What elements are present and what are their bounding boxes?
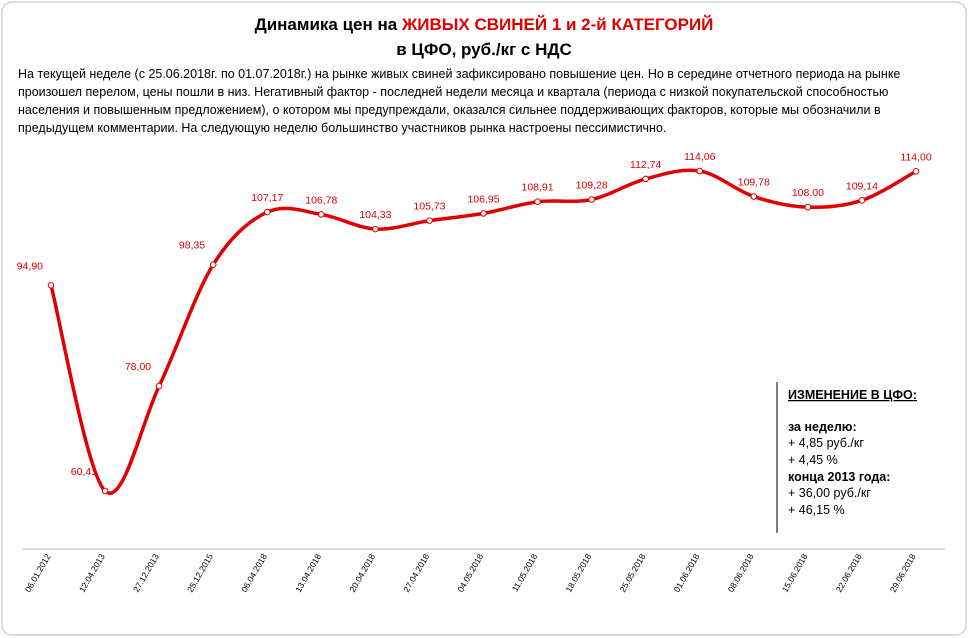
data-label: 60,41 [71,466,97,478]
x-tick-label: 01.06.2018 [672,552,702,594]
x-tick-label: 06.01.2012 [23,552,53,594]
title-lead: Динамика цен на [255,15,402,34]
data-label: 106,95 [467,193,499,205]
x-tick-label: 11.05.2018 [510,552,540,594]
title-highlight: ЖИВЫХ СВИНЕЙ 1 и 2-й КАТЕГОРИЙ [401,15,713,34]
panel-value: + 4,45 % [788,453,838,467]
data-label: 94,90 [17,260,43,272]
x-tick-label: 27.04.2018 [401,552,431,594]
x-tick-label: 27.12.2013 [131,552,161,594]
panel-value: + 4,85 руб./кг [788,436,864,450]
x-tick-label: 15.06.2018 [780,552,810,594]
x-tick-label: 08.06.2018 [726,552,756,594]
data-label: 108,91 [522,182,554,194]
point [47,281,55,289]
x-tick-label: 22.06.2018 [834,552,864,594]
data-label: 78,00 [125,361,151,373]
point [750,193,758,200]
x-tick-label: 04.05.2018 [455,552,485,594]
chart-title: Динамика цен на ЖИВЫХ СВИНЕЙ 1 и 2-й КАТ… [255,15,714,34]
data-label: 114,00 [900,151,931,163]
panel-heading: ИЗМЕНЕНИЕ В ЦФО: [788,388,917,402]
point [263,208,271,216]
data-label: 106,78 [305,194,337,206]
point [858,197,866,204]
data-label: 104,33 [359,209,391,221]
point [642,175,649,183]
chart-subtitle: в ЦФО, руб./кг с НДС [396,40,572,59]
point [696,167,704,175]
data-label: 98,35 [179,240,205,252]
data-label: 108,00 [792,187,824,199]
data-label: 112,74 [630,159,661,171]
series-line [49,168,917,495]
data-label: 114,06 [684,151,715,163]
x-tick-label: 25.05.2018 [617,552,647,594]
panel-value: + 36,00 руб./кг [788,486,871,500]
data-label: 107,17 [251,192,283,204]
x-tick-label: 18.05.2018 [563,552,593,594]
point [101,487,109,495]
comment: На текущей неделе (с 25.06.2018г. по 01.… [18,67,901,135]
panel-label: за неделю: [788,420,857,434]
panel-label: конца 2013 года: [788,470,890,484]
point [588,196,595,203]
x-tick-label: 25.12.2015 [185,552,215,594]
x-tick-label: 13.04.2018 [293,552,323,594]
point [804,203,812,211]
data-label: 109,78 [738,177,770,189]
x-tick-label: 12.04.2013 [77,552,107,594]
data-label: 105,73 [413,201,445,213]
point [155,382,163,390]
point [426,217,433,224]
data-label: 109,14 [846,180,878,192]
panel-value: + 46,15 % [788,503,845,517]
point [372,225,379,233]
point [534,198,541,206]
x-tick-label: 06.04.2018 [239,552,269,594]
point [209,261,217,269]
x-tick-label: 29.06.2018 [888,552,918,594]
point [912,168,920,175]
data-label: 109,28 [576,180,608,192]
point [480,210,487,217]
point [318,211,325,218]
x-tick-label: 20.04.2018 [347,552,377,594]
